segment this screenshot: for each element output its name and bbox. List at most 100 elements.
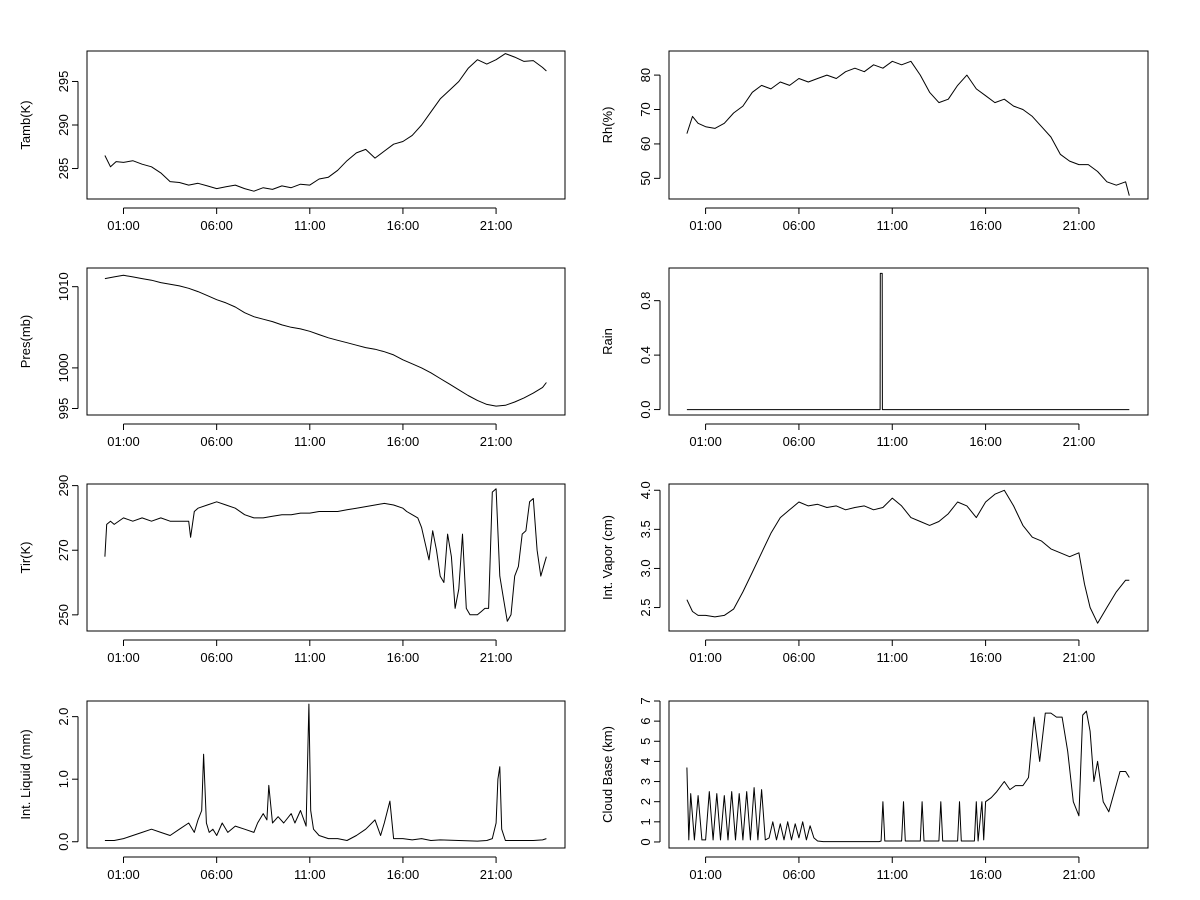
x-tick-label: 16:00 xyxy=(969,434,1002,449)
series-line xyxy=(686,710,1130,843)
y-tick-label: 3 xyxy=(638,778,653,785)
x-tick-label: 16:00 xyxy=(387,867,420,882)
y-tick-label: 2.5 xyxy=(638,599,653,617)
x-tick-label: 11:00 xyxy=(294,650,326,665)
x-tick-label: 16:00 xyxy=(387,218,420,233)
x-tick-label: 06:00 xyxy=(200,218,233,233)
panel-8: 01:00 06:00 11:00 16:00 21:00 0 1 2 3 4 5 6 7 Cloud B… xyxy=(600,697,1149,882)
series-line xyxy=(686,272,1130,411)
y-tick-label: 0 xyxy=(638,838,653,845)
plot-frame xyxy=(86,50,566,200)
y-tick-label: 3.0 xyxy=(638,559,653,577)
x-tick-label: 06:00 xyxy=(783,650,816,665)
panel-6: 01:00 06:00 11:00 16:00 21:00 2.5 3.0 3.5 4.0 Int… xyxy=(600,481,1149,665)
x-tick-label: 06:00 xyxy=(783,434,816,449)
x-tick-label: 16:00 xyxy=(969,218,1002,233)
series-line xyxy=(686,60,1130,196)
y-tick-label: 0.0 xyxy=(638,401,653,419)
series-line xyxy=(686,489,1130,624)
x-tick-label: 21:00 xyxy=(480,218,513,233)
panel-3: 01:00 06:00 11:00 16:00 21:00 995 1000 1010 Pres… xyxy=(18,267,566,449)
y-tick-label: 4 xyxy=(638,758,653,765)
x-tick-label: 01:00 xyxy=(689,434,722,449)
x-tick-label: 16:00 xyxy=(387,650,420,665)
x-tick-label: 01:00 xyxy=(107,867,140,882)
series-line xyxy=(104,703,547,842)
y-tick-label: 5 xyxy=(638,738,653,745)
y-tick-label: 0.4 xyxy=(638,346,653,364)
x-tick-label: 21:00 xyxy=(1063,434,1096,449)
x-tick-label: 01:00 xyxy=(689,218,722,233)
x-tick-label: 01:00 xyxy=(107,650,140,665)
y-tick-label: 0.8 xyxy=(638,292,653,310)
x-tick-label: 11:00 xyxy=(876,218,908,233)
y-tick-label: 7 xyxy=(638,697,653,704)
y-tick-label: 60 xyxy=(638,137,653,151)
panel-7: 01:00 06:00 11:00 16:00 21:00 0.0 1.0 2.0 Int. L… xyxy=(18,700,566,882)
x-tick-label: 21:00 xyxy=(1063,867,1096,882)
y-tick-label: 285 xyxy=(56,158,71,180)
x-tick-label: 06:00 xyxy=(200,867,233,882)
panel-5: 01:00 06:00 11:00 16:00 21:00 250 270 290 Tir(K) xyxy=(18,475,566,665)
x-tick-label: 06:00 xyxy=(200,434,233,449)
y-axis-label: Tir(K) xyxy=(18,541,33,573)
x-tick-label: 21:00 xyxy=(480,650,513,665)
series-line xyxy=(104,53,547,192)
x-tick-label: 06:00 xyxy=(200,650,233,665)
plot-frame xyxy=(86,483,566,632)
x-tick-label: 16:00 xyxy=(387,434,420,449)
y-tick-label: 1010 xyxy=(56,272,71,301)
y-tick-label: 290 xyxy=(56,114,71,136)
y-tick-label: 0.0 xyxy=(56,833,71,851)
x-tick-label: 11:00 xyxy=(294,867,326,882)
y-tick-label: 6 xyxy=(638,718,653,725)
x-tick-label: 16:00 xyxy=(969,867,1002,882)
y-tick-label: 70 xyxy=(638,102,653,116)
y-axis-label: Pres(mb) xyxy=(18,315,33,368)
x-tick-label: 06:00 xyxy=(783,867,816,882)
x-tick-label: 01:00 xyxy=(107,434,140,449)
y-tick-label: 50 xyxy=(638,171,653,185)
y-tick-label: 2 xyxy=(638,798,653,805)
x-tick-label: 01:00 xyxy=(689,867,722,882)
y-tick-label: 250 xyxy=(56,604,71,626)
y-tick-label: 1 xyxy=(638,818,653,825)
x-tick-label: 01:00 xyxy=(107,218,140,233)
y-tick-label: 2.0 xyxy=(56,708,71,726)
y-tick-label: 4.0 xyxy=(638,481,653,499)
y-tick-label: 3.5 xyxy=(638,520,653,538)
y-tick-label: 1.0 xyxy=(56,770,71,788)
plot-frame xyxy=(668,700,1149,849)
x-tick-label: 21:00 xyxy=(480,434,513,449)
plot-frame xyxy=(86,267,566,416)
x-tick-label: 21:00 xyxy=(480,867,513,882)
y-axis-label: Rh(%) xyxy=(600,107,615,144)
y-axis-label: Rain xyxy=(600,328,615,355)
y-tick-label: 995 xyxy=(56,398,71,420)
panel-2: 01:00 06:00 11:00 16:00 21:00 50 60 70 80 Rh(%) xyxy=(600,50,1149,233)
y-tick-label: 80 xyxy=(638,68,653,82)
series-line xyxy=(104,488,547,622)
plot-frame xyxy=(668,483,1149,632)
y-axis-label: Int. Vapor (cm) xyxy=(600,515,615,600)
y-axis-label: Cloud Base (km) xyxy=(600,726,615,823)
y-axis-label: Int. Liquid (mm) xyxy=(18,729,33,819)
x-tick-label: 11:00 xyxy=(294,218,326,233)
x-tick-label: 16:00 xyxy=(969,650,1002,665)
x-tick-label: 11:00 xyxy=(876,650,908,665)
x-tick-label: 01:00 xyxy=(689,650,722,665)
y-axis-label: Tamb(K) xyxy=(18,100,33,149)
y-tick-label: 295 xyxy=(56,71,71,93)
x-tick-label: 06:00 xyxy=(783,218,816,233)
plot-frame xyxy=(86,700,566,849)
y-tick-label: 290 xyxy=(56,475,71,497)
x-tick-label: 11:00 xyxy=(294,434,326,449)
plot-frame xyxy=(668,267,1149,416)
x-tick-label: 21:00 xyxy=(1063,218,1096,233)
x-tick-label: 11:00 xyxy=(876,434,908,449)
x-tick-label: 11:00 xyxy=(876,867,908,882)
y-tick-label: 270 xyxy=(56,539,71,561)
x-tick-label: 21:00 xyxy=(1063,650,1096,665)
